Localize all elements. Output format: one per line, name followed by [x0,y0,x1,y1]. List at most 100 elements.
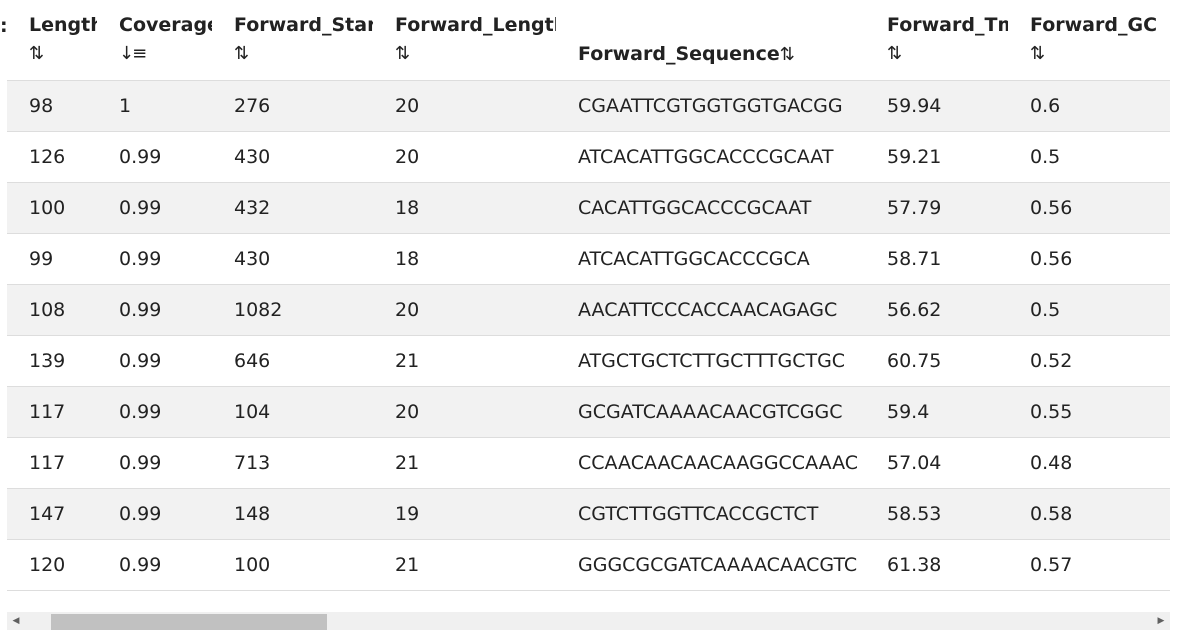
scroll-right-arrow-icon[interactable]: ▶ [1157,616,1165,626]
sort-unsorted-icon[interactable]: ⇅ [395,43,410,64]
cell-length: 99 [7,233,97,285]
column-header-label: Length [29,14,97,36]
column-header-forward-gc[interactable]: Forward_GC ⇅ [1008,0,1170,81]
cell-coverage: 0.99 [97,488,212,540]
scrollbar-thumb[interactable] [51,614,327,630]
cell-coverage: 0.99 [97,233,212,285]
cell-forward-tm: 59.4 [865,386,1008,438]
cell-forward-sequence: CCAACAACAACAAGGCCAAAC [556,437,865,489]
cell-forward-start: 100 [212,539,373,591]
cell-forward-gc: 0.57 [1008,539,1170,591]
cell-coverage: 0.99 [97,335,212,387]
cell-forward-length: 21 [373,437,556,489]
cell-forward-tm: 59.94 [865,80,1008,132]
table-row[interactable]: 108 0.99 1082 20 AACATTCCCACCAACAGAGC 56… [7,284,1170,336]
column-header-inline: Forward_Sequence⇅ [578,42,865,66]
cell-forward-sequence: GGGCGCGATCAAAACAACGTC [556,539,865,591]
sort-unsorted-icon[interactable]: ⇅ [234,43,249,64]
cell-forward-sequence: ATCACATTGGCACCCGCA [556,233,865,285]
cell-forward-start: 713 [212,437,373,489]
column-header-forward-tm[interactable]: Forward_Tm ⇅ [865,0,1008,81]
column-header-label: Forward_Sequence [578,43,780,65]
cell-forward-start: 430 [212,233,373,285]
cell-forward-length: 18 [373,182,556,234]
cell-forward-tm: 57.79 [865,182,1008,234]
cell-forward-length: 19 [373,488,556,540]
cell-coverage: 0.99 [97,182,212,234]
clipped-column-edge: : [0,15,8,37]
table-row[interactable]: 117 0.99 104 20 GCGATCAAAACAACGTCGGC 59.… [7,386,1170,438]
cell-forward-tm: 56.62 [865,284,1008,336]
cell-forward-length: 21 [373,539,556,591]
column-header-coverage[interactable]: Coverage ↓≡ [97,0,212,81]
cell-forward-length: 21 [373,335,556,387]
column-header-label: Forward_GC [1030,14,1158,36]
cell-forward-start: 104 [212,386,373,438]
cell-length: 100 [7,182,97,234]
column-header-label: Forward_Start [234,14,373,36]
cell-forward-length: 20 [373,131,556,183]
cell-forward-sequence: CGAATTCGTGGTGGTGACGG [556,80,865,132]
sort-descending-icon[interactable]: ↓≡ [119,43,147,64]
cell-length: 147 [7,488,97,540]
column-header-forward-sequence[interactable]: Forward_Sequence⇅ [556,0,865,81]
cell-length: 139 [7,335,97,387]
cell-coverage: 0.99 [97,437,212,489]
cell-forward-length: 20 [373,284,556,336]
cell-forward-gc: 0.52 [1008,335,1170,387]
scroll-left-arrow-icon[interactable]: ◀ [12,616,20,626]
cell-forward-gc: 0.48 [1008,437,1170,489]
table-row[interactable]: 147 0.99 148 19 CGTCTTGGTTCACCGCTCT 58.5… [7,488,1170,540]
cell-forward-start: 1082 [212,284,373,336]
cell-forward-length: 18 [373,233,556,285]
cell-forward-start: 646 [212,335,373,387]
primer-results-table: Length ⇅ Coverage ↓≡ Forward_Start ⇅ For… [7,0,1170,591]
cell-forward-start: 432 [212,182,373,234]
cell-length: 126 [7,131,97,183]
cell-length: 108 [7,284,97,336]
cell-forward-gc: 0.5 [1008,284,1170,336]
cell-coverage: 0.99 [97,386,212,438]
sort-unsorted-icon[interactable]: ⇅ [887,43,902,64]
sort-unsorted-icon[interactable]: ⇅ [1030,43,1045,64]
table-row[interactable]: 117 0.99 713 21 CCAACAACAACAAGGCCAAAC 57… [7,437,1170,489]
cell-length: 98 [7,80,97,132]
cell-forward-tm: 60.75 [865,335,1008,387]
cell-forward-gc: 0.56 [1008,182,1170,234]
table-row[interactable]: 99 0.99 430 18 ATCACATTGGCACCCGCA 58.71 … [7,233,1170,285]
cell-length: 117 [7,437,97,489]
column-header-length[interactable]: Length ⇅ [7,0,97,81]
cell-coverage: 1 [97,80,212,132]
column-header-forward-length[interactable]: Forward_Length ⇅ [373,0,556,81]
cell-forward-sequence: CACATTGGCACCCGCAAT [556,182,865,234]
cell-coverage: 0.99 [97,284,212,336]
horizontal-scrollbar[interactable]: ◀ ▶ [7,612,1170,630]
table-row[interactable]: 98 1 276 20 CGAATTCGTGGTGGTGACGG 59.94 0… [7,80,1170,132]
cell-forward-tm: 57.04 [865,437,1008,489]
table-row[interactable]: 120 0.99 100 21 GGGCGCGATCAAAACAACGTC 61… [7,539,1170,591]
cell-length: 120 [7,539,97,591]
cell-forward-sequence: AACATTCCCACCAACAGAGC [556,284,865,336]
cell-coverage: 0.99 [97,539,212,591]
cell-forward-start: 276 [212,80,373,132]
cell-forward-tm: 61.38 [865,539,1008,591]
table-row[interactable]: 126 0.99 430 20 ATCACATTGGCACCCGCAAT 59.… [7,131,1170,183]
table-header-row: Length ⇅ Coverage ↓≡ Forward_Start ⇅ For… [7,0,1170,81]
cell-forward-gc: 0.58 [1008,488,1170,540]
cell-forward-gc: 0.55 [1008,386,1170,438]
column-header-forward-start[interactable]: Forward_Start ⇅ [212,0,373,81]
cell-length: 117 [7,386,97,438]
column-header-label: Forward_Length [395,14,556,36]
cell-forward-start: 430 [212,131,373,183]
cell-forward-tm: 58.71 [865,233,1008,285]
column-header-label: Forward_Tm [887,14,1008,36]
table-row[interactable]: 100 0.99 432 18 CACATTGGCACCCGCAAT 57.79… [7,182,1170,234]
cell-forward-gc: 0.5 [1008,131,1170,183]
cell-forward-length: 20 [373,386,556,438]
sort-unsorted-icon[interactable]: ⇅ [779,44,795,65]
sort-unsorted-icon[interactable]: ⇅ [29,43,44,64]
cell-forward-sequence: GCGATCAAAACAACGTCGGC [556,386,865,438]
table-row[interactable]: 139 0.99 646 21 ATGCTGCTCTTGCTTTGCTGC 60… [7,335,1170,387]
cell-forward-tm: 59.21 [865,131,1008,183]
